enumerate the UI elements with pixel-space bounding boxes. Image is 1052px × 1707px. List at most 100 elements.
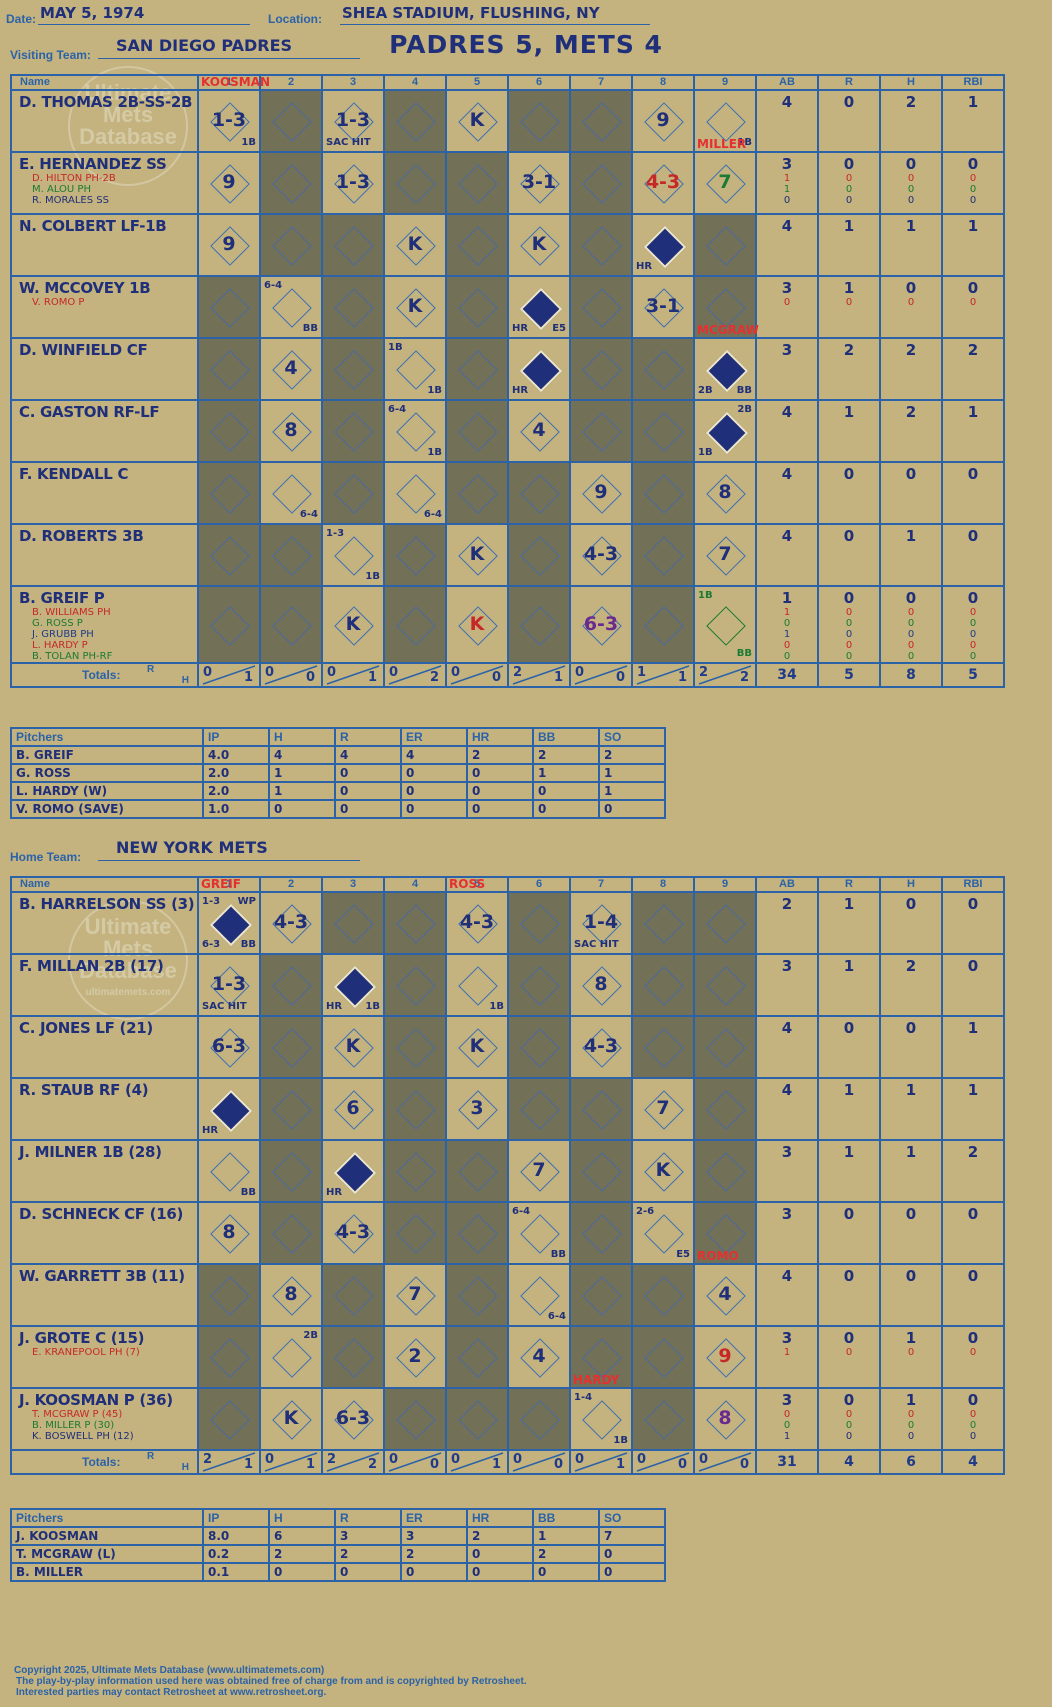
pitcher-stat: 4 bbox=[334, 745, 402, 765]
inning-hits: 1 bbox=[243, 1457, 253, 1472]
batter-stat-cell: 4 bbox=[755, 1015, 819, 1079]
stat-header: AB bbox=[755, 876, 819, 893]
at-bat-cell: 4-3 bbox=[321, 1201, 385, 1265]
base-diamond-icon bbox=[644, 412, 684, 452]
play-note: 1B bbox=[737, 137, 752, 148]
play-result: 8 bbox=[718, 1407, 732, 1429]
pitcher-name: L. HARDY (W) bbox=[10, 781, 204, 801]
at-bat-cell bbox=[383, 89, 447, 153]
play-result: 3 bbox=[470, 1097, 484, 1119]
batter-stat-value: 2 bbox=[967, 1143, 979, 1161]
batter-stat-value: 1 bbox=[843, 895, 855, 913]
batter-stat-value: 0 bbox=[843, 1329, 855, 1347]
at-bat-cell bbox=[631, 523, 695, 587]
at-bat-cell: 1B BB bbox=[693, 585, 757, 664]
stat-header: AB bbox=[755, 74, 819, 91]
base-diamond-icon bbox=[706, 605, 746, 646]
batter-stat-cell: 2 bbox=[941, 337, 1005, 401]
pitcher-name: B. GREIF bbox=[10, 745, 204, 765]
pitcher-stat: 0 bbox=[466, 1562, 534, 1582]
batter-row: D. SCHNECK CF (16) 8 4-3 6-4 BB 2-6 E5 3 0 0 0 bbox=[10, 1201, 1005, 1265]
batter-stat-value: 0 bbox=[967, 465, 979, 483]
batter-stat-cell: 0 bbox=[941, 891, 1005, 955]
batter-stat-cell: 4 bbox=[755, 461, 819, 525]
play-result: K bbox=[655, 1159, 671, 1181]
play-note: 1B bbox=[698, 447, 713, 458]
total-stat-cell: 4 bbox=[817, 1449, 881, 1475]
pitcher-stat: 0 bbox=[334, 1562, 402, 1582]
at-bat-cell: MCGRAW 2B BB bbox=[693, 323, 759, 401]
substitute-stat-value: 0 bbox=[969, 1409, 977, 1420]
play-note: 2B bbox=[737, 404, 752, 415]
pitcher-stat: 0 bbox=[598, 799, 666, 819]
batter-row: W. MCCOVEY 1B V. ROMO P 6-4 BB K HR E5 3-1 3 0 1 0 0… bbox=[10, 275, 1005, 339]
base-diamond-icon bbox=[210, 474, 250, 514]
inning-hits: 0 bbox=[305, 670, 315, 685]
at-bat-cell bbox=[693, 275, 757, 339]
batter-stat-value: 4 bbox=[781, 1081, 793, 1099]
play-result: 8 bbox=[718, 481, 732, 503]
substitute-name: V. ROMO P bbox=[32, 297, 85, 308]
pitcher-stat: 0 bbox=[334, 799, 402, 819]
substitute-stat-value: 0 bbox=[969, 1420, 977, 1431]
home-team-label: Home Team: bbox=[10, 850, 82, 864]
pitcher-stat: 2 bbox=[466, 745, 534, 765]
visitors-scorecard: Name 1 2 3 4 5 6 7 8 9 AB R H RBI D. THOMAS 2B-SS-2B KO… bbox=[10, 74, 1005, 688]
batter-stat-value: 0 bbox=[967, 895, 979, 913]
base-diamond-icon bbox=[520, 605, 560, 646]
play-note: BB bbox=[736, 385, 752, 396]
visitors-pitching-table: Pitchers IP H R ER HR BB SO B. GREIF 4.0 4 4 4 2 2 2 G. … bbox=[10, 727, 666, 819]
r-label: R bbox=[147, 664, 155, 675]
at-bat-cell: 6 bbox=[321, 1077, 385, 1141]
substitute-stat-value: 0 bbox=[783, 651, 791, 662]
pitcher-stat: 0 bbox=[334, 781, 402, 801]
at-bat-cell: 2-6 E5 bbox=[631, 1201, 695, 1265]
at-bat-cell bbox=[383, 1139, 447, 1203]
at-bat-cell bbox=[197, 523, 261, 587]
inning-runs: 2 bbox=[699, 665, 709, 680]
pitcher-name: V. ROMO (SAVE) bbox=[10, 799, 204, 819]
inning-hits: 2 bbox=[429, 670, 439, 685]
at-bat-cell bbox=[321, 891, 385, 955]
at-bat-cell bbox=[445, 213, 509, 277]
pitcher-stat: 0 bbox=[466, 1544, 534, 1564]
pitching-header: ER bbox=[400, 1508, 468, 1528]
batter-name: C. JONES LF (21) bbox=[19, 1019, 153, 1037]
batter-stat-cell: 0 bbox=[879, 461, 943, 525]
at-bat-cell bbox=[197, 1325, 261, 1389]
base-diamond-icon bbox=[706, 1028, 746, 1068]
at-bat-cell bbox=[197, 585, 261, 664]
diagonal-divider-icon bbox=[636, 665, 690, 685]
at-bat-cell bbox=[693, 1201, 757, 1265]
batter-stat-cell: 0 bbox=[817, 89, 881, 153]
substitute-stat-value: 0 bbox=[845, 1347, 853, 1358]
total-stat-cell: 34 bbox=[755, 662, 819, 688]
inning-header: 1 bbox=[197, 876, 261, 893]
at-bat-cell: K bbox=[383, 213, 447, 277]
at-bat-cell: 7 bbox=[383, 1263, 447, 1327]
substitute-stat-value: 0 bbox=[969, 651, 977, 662]
at-bat-cell bbox=[693, 1077, 757, 1141]
base-diamond-icon bbox=[458, 1214, 498, 1254]
batter-stat-value: 1 bbox=[905, 1329, 917, 1347]
pitching-header: ER bbox=[400, 727, 468, 747]
pitching-header: Pitchers bbox=[10, 727, 204, 747]
at-bat-cell: 6-4 bbox=[259, 461, 323, 525]
batter-stat-value: 0 bbox=[843, 589, 855, 607]
at-bat-cell: 3-1 bbox=[631, 275, 695, 339]
base-diamond-icon bbox=[582, 412, 622, 452]
batter-stat-cell: 1 bbox=[941, 89, 1005, 153]
pitcher-stat: 1 bbox=[532, 763, 600, 783]
base-diamond-icon bbox=[582, 350, 622, 390]
pitching-header: HR bbox=[466, 727, 534, 747]
batter-stat-cell: 1 bbox=[941, 1077, 1005, 1141]
batter-stat-value: 4 bbox=[781, 465, 793, 483]
play-note: HR bbox=[202, 1125, 219, 1136]
pitcher-stat: 8.0 bbox=[202, 1526, 270, 1546]
diagonal-divider-icon bbox=[388, 1452, 442, 1472]
